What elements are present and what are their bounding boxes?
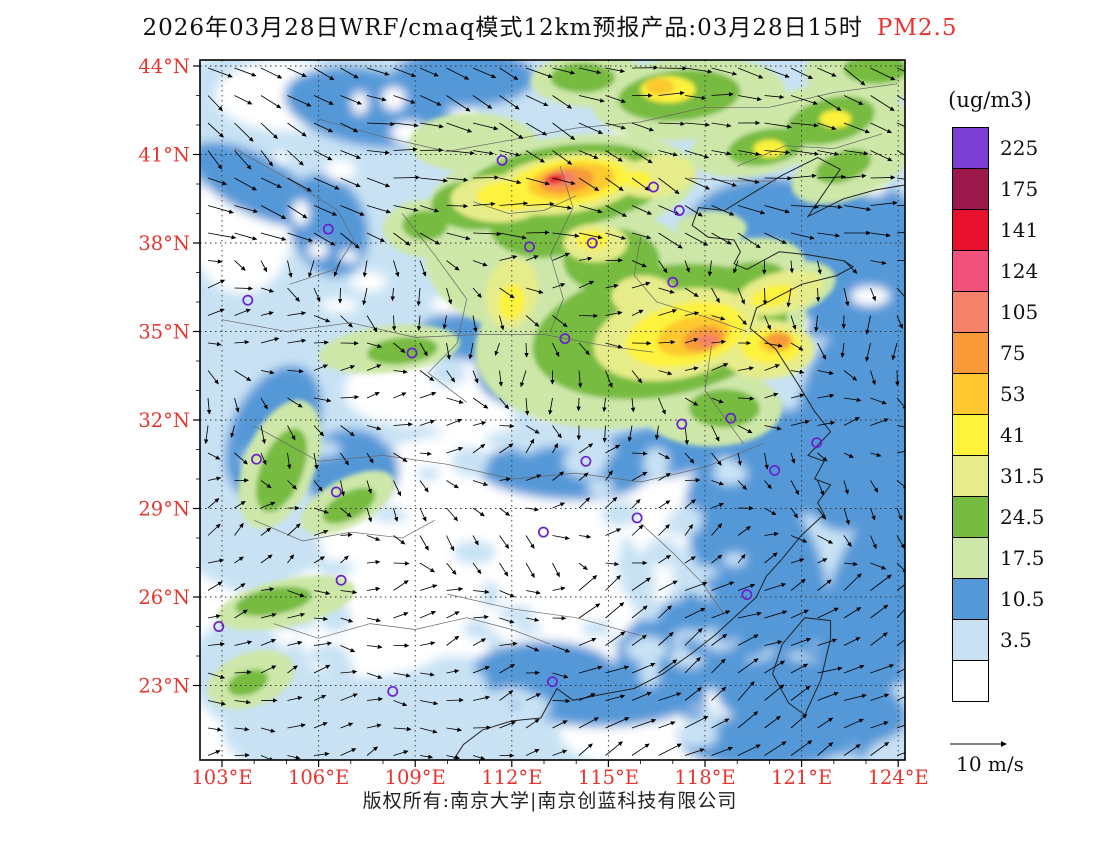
- legend-color-box: [952, 660, 989, 702]
- station-marker: [406, 347, 418, 359]
- lon-axis-label: 118°E: [674, 766, 735, 789]
- station-marker: [648, 181, 659, 193]
- legend-level-label: 225: [1000, 136, 1039, 160]
- legend-level-label: 24.5: [1000, 505, 1045, 529]
- lat-axis-label: 38°N: [138, 232, 190, 255]
- station-marker: [213, 621, 225, 632]
- legend-level-label: 17.5: [1000, 546, 1045, 570]
- station-marker: [741, 589, 753, 601]
- map-frame: [199, 59, 906, 761]
- legend-level-label: 53: [1000, 382, 1026, 406]
- station-marker: [322, 223, 334, 235]
- axis-labels-layer: 44°N 41°N 38°N 35°N 32°N 29°N 26°N 23°N 103°E 106…: [138, 55, 928, 789]
- station-marker: [387, 685, 399, 697]
- station-marker: [725, 412, 737, 424]
- legend-level-label: 10.5: [1000, 587, 1045, 611]
- station-marker: [580, 455, 592, 467]
- station-marker: [537, 526, 549, 538]
- legend-color-box: [952, 291, 989, 333]
- legend-level-label: 141: [1000, 218, 1039, 242]
- legend-level-label: 41: [1000, 423, 1026, 447]
- forecast-title-main: 2026年03月28日WRF/cmaq模式12km预报产品:03月28日15时: [142, 15, 863, 41]
- legend-level-label: 105: [1000, 300, 1039, 324]
- station-marker: [335, 574, 347, 586]
- legend-color-box: [952, 578, 989, 620]
- station-marker: [496, 154, 508, 166]
- legend-color-box: [952, 127, 989, 169]
- station-marker: [242, 294, 254, 306]
- legend-level-label: 3.5: [1000, 628, 1032, 652]
- colorbar-unit-label: (ug/m3): [948, 88, 1032, 112]
- legend-color-box: [952, 496, 989, 538]
- lat-axis-label: 32°N: [138, 409, 190, 432]
- forecast-title: 2026年03月28日WRF/cmaq模式12km预报产品:03月28日15时 P…: [0, 8, 1100, 42]
- station-marker: [631, 512, 643, 524]
- lat-axis-label: 26°N: [138, 586, 190, 609]
- legend-level-label: 124: [1000, 259, 1039, 283]
- station-marker: [673, 205, 685, 216]
- lon-axis-label: 103°E: [191, 766, 252, 789]
- station-marker: [330, 486, 342, 498]
- copyright-text: 版权所有:南京大学|南京创蓝科技有限公司: [362, 790, 738, 812]
- stations-layer: [213, 154, 823, 697]
- legend-color-box: [952, 209, 989, 251]
- boundaries-layer: [221, 83, 905, 760]
- station-marker: [811, 437, 823, 449]
- lat-axis-label: 35°N: [138, 321, 190, 344]
- legend-level-label: 175: [1000, 177, 1039, 201]
- legend-level-label: 75: [1000, 341, 1026, 365]
- lon-axis-label: 121°E: [771, 766, 832, 789]
- lat-axis-label: 23°N: [138, 675, 190, 698]
- station-marker: [546, 676, 558, 688]
- station-marker: [524, 241, 535, 253]
- station-marker: [251, 453, 262, 465]
- station-marker: [769, 464, 781, 476]
- pm25-field-layer: [200, 60, 905, 760]
- station-marker: [586, 237, 598, 249]
- lon-axis-label: 115°E: [578, 766, 639, 789]
- legend-color-box: [952, 332, 989, 374]
- lat-axis-label: 29°N: [138, 498, 190, 521]
- legend-color-box: [952, 168, 989, 210]
- colorbar: 225 175 141 124 105 75 53 41 31.5 24.5 17.5 10.5 3.5: [952, 127, 1082, 702]
- axis-ticks-layer: [193, 65, 899, 767]
- lon-axis-label: 124°E: [868, 766, 929, 789]
- station-marker: [559, 333, 571, 345]
- station-marker: [667, 276, 679, 288]
- legend-color-box: [952, 455, 989, 497]
- legend-color-box: [952, 537, 989, 579]
- legend-color-box: [952, 373, 989, 415]
- legend-level-label: 31.5: [1000, 464, 1045, 488]
- lat-axis-label: 44°N: [138, 55, 190, 78]
- legend-color-box: [952, 414, 989, 456]
- lon-axis-label: 112°E: [481, 766, 542, 789]
- lat-axis-label: 41°N: [138, 144, 190, 167]
- legend-color-box: [952, 250, 989, 292]
- forecast-title-pollutant: PM2.5: [876, 15, 958, 41]
- wind-scale-label: 10 m/s: [956, 752, 1024, 776]
- graticule-layer: [200, 60, 905, 760]
- station-marker: [676, 418, 688, 430]
- lon-axis-label: 109°E: [385, 766, 446, 789]
- legend-color-box: [952, 619, 989, 661]
- lon-axis-label: 106°E: [288, 766, 349, 789]
